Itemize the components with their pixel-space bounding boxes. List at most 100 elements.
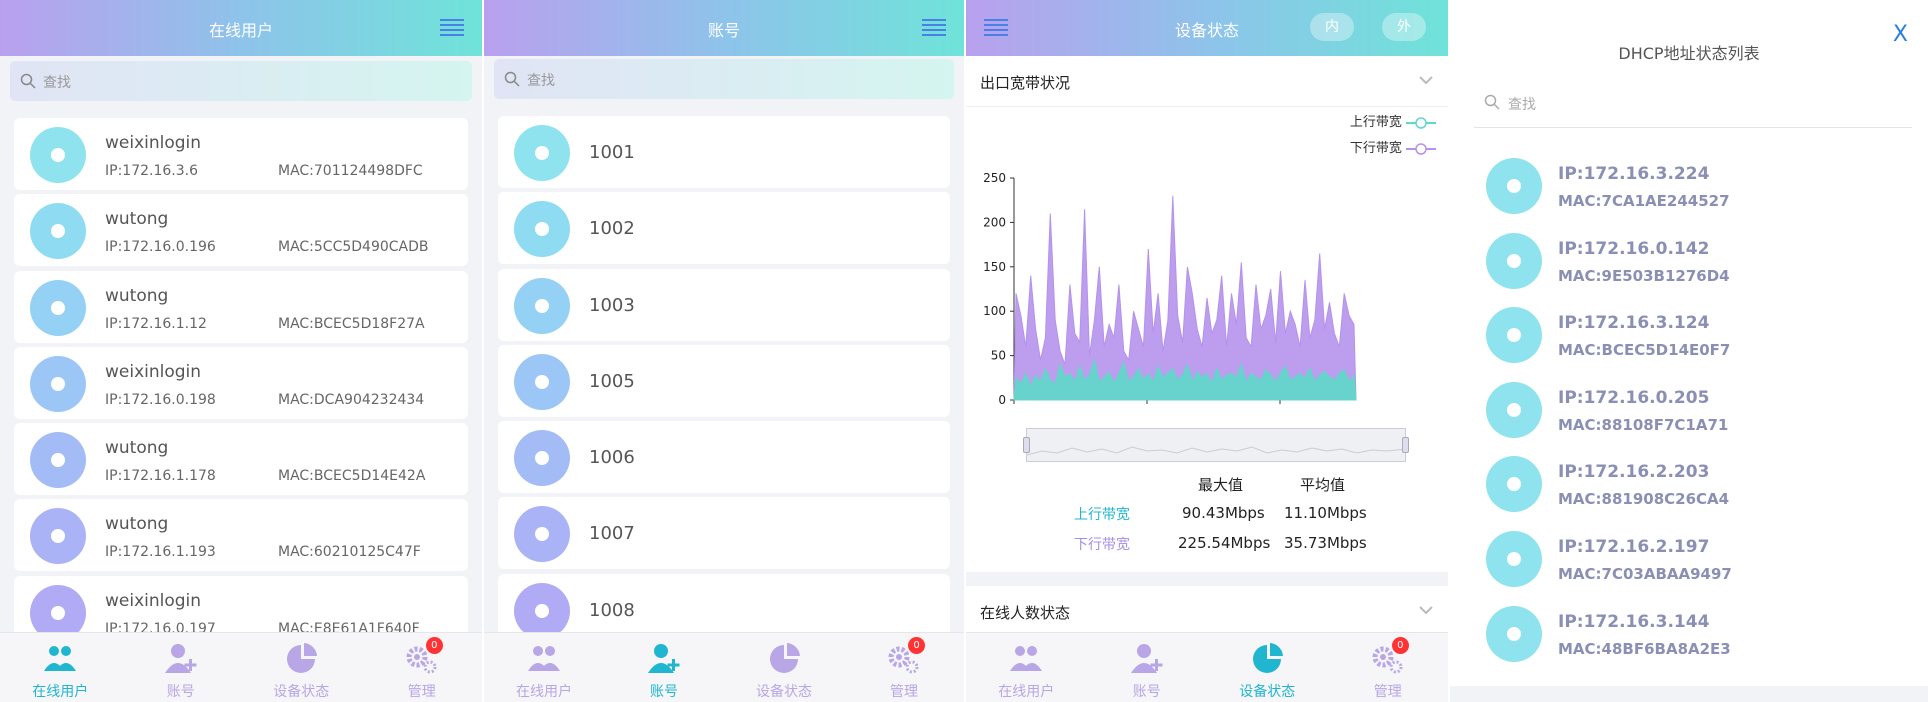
- page-title: 设备状态: [1174, 21, 1239, 40]
- menu-icon[interactable]: [922, 19, 946, 37]
- section-title: 在线人数状态: [980, 604, 1071, 622]
- accounts-panel: 账号 查找 1001 1002 1003 1005 1006 1007 1008 在线用户 账…: [484, 0, 964, 702]
- tab-label: 在线用户: [516, 684, 572, 700]
- list-item[interactable]: 1007: [498, 497, 950, 570]
- list-item[interactable]: IP:172.16.3.224 MAC:7CA1AE244527: [1486, 158, 1918, 233]
- y-tick-label: 0: [998, 393, 1006, 407]
- users-icon: [526, 641, 562, 677]
- user-mac: MAC:BCEC5D14E42A: [278, 468, 426, 485]
- tab-label: 在线用户: [998, 684, 1055, 700]
- col-max: 最大值: [1198, 476, 1244, 494]
- avatar: [1486, 381, 1542, 438]
- series-up-area: [1013, 358, 1357, 401]
- tab-accounts[interactable]: 账号: [604, 633, 724, 702]
- avatar: [1486, 456, 1542, 513]
- list-item[interactable]: 1001: [498, 116, 950, 188]
- down-avg: 35.73Mbps: [1284, 534, 1367, 552]
- user-name: weixinlogin: [105, 590, 202, 611]
- list-item[interactable]: wutong IP:172.16.1.193 MAC:60210125C47F: [14, 499, 468, 572]
- dhcp-mac: MAC:9E503B1276D4: [1558, 266, 1730, 285]
- chevron-down-icon: [1419, 606, 1433, 615]
- account-id: 1006: [589, 447, 635, 469]
- list-item[interactable]: IP:172.16.3.124 MAC:BCEC5D14E0F7: [1486, 307, 1918, 382]
- bandwidth-section-header[interactable]: 出口宽带状况: [966, 56, 1448, 106]
- list-item[interactable]: 1005: [498, 344, 950, 417]
- tab-manage[interactable]: 0 管理: [362, 633, 483, 702]
- user-name: weixinlogin: [105, 361, 202, 382]
- add-user-icon: [1129, 641, 1165, 677]
- menu-icon[interactable]: [440, 19, 464, 37]
- avatar: [514, 582, 570, 639]
- zoom-slider[interactable]: [1023, 428, 1409, 462]
- tab-bar: 在线用户 账号 设备状态 0 管理: [484, 632, 964, 702]
- tab-device-status[interactable]: 设备状态: [1207, 633, 1328, 702]
- search-placeholder: 查找: [527, 73, 555, 89]
- list-item[interactable]: IP:172.16.2.203 MAC:881908C26CA4: [1486, 456, 1918, 531]
- zoom-handle-right[interactable]: [1402, 437, 1409, 453]
- gears-icon: 0: [404, 637, 443, 677]
- user-name: wutong: [105, 209, 169, 230]
- list-item[interactable]: 1002: [498, 192, 950, 265]
- account-id: 1005: [589, 370, 635, 392]
- avatar: [1486, 232, 1542, 289]
- x-tick-label: 10-07 07:11:04: [1234, 406, 1327, 408]
- dhcp-ip: IP:172.16.0.205: [1558, 387, 1710, 408]
- zoom-handle-left[interactable]: [1023, 437, 1030, 453]
- account-id: 1003: [589, 294, 635, 316]
- tab-online-users[interactable]: 在线用户: [484, 633, 604, 702]
- dhcp-search-input[interactable]: 查找: [1474, 88, 1912, 128]
- list-item[interactable]: wutong IP:172.16.1.178 MAC:BCEC5D14E42A: [14, 423, 468, 496]
- list-item[interactable]: IP:172.16.0.142 MAC:9E503B1276D4: [1486, 232, 1918, 308]
- series-down-area: [1013, 195, 1357, 401]
- list-item[interactable]: weixinlogin IP:172.16.3.6 MAC:701124498DFC: [14, 118, 468, 190]
- avatar: [30, 127, 86, 183]
- avatar: [514, 506, 570, 563]
- user-ip: IP:172.16.0.198: [105, 391, 216, 408]
- menu-icon[interactable]: [984, 19, 1008, 37]
- list-item[interactable]: 1006: [498, 421, 950, 494]
- list-item[interactable]: weixinlogin IP:172.16.0.198 MAC:DCA9042324…: [14, 346, 468, 419]
- search-input[interactable]: 查找: [494, 59, 954, 99]
- tab-online-users[interactable]: 在线用户: [0, 633, 121, 702]
- list-item[interactable]: wutong IP:172.16.1.12 MAC:BCEC5D18F27A: [14, 270, 468, 343]
- search-input[interactable]: 查找: [10, 61, 472, 101]
- search-icon: [504, 71, 520, 87]
- x-tick-label: 09-01 00:03:57: [968, 406, 1061, 408]
- user-mac: MAC:701124498DFC: [278, 163, 423, 179]
- list-item[interactable]: IP:172.16.3.144 MAC:48BF6BA8A2E3: [1486, 605, 1918, 681]
- user-list: weixinlogin IP:172.16.3.6 MAC:701124498DFC…: [14, 118, 468, 652]
- account-id: 1008: [589, 599, 635, 621]
- avatar: [30, 203, 86, 260]
- tab-label: 设备状态: [756, 684, 812, 700]
- chevron-down-icon: [1419, 76, 1433, 85]
- inner-button[interactable]: 内: [1310, 13, 1354, 41]
- dhcp-panel: DHCP地址状态列表 X 查找 IP:172.16.3.224 MAC:7CA1A…: [1450, 0, 1928, 702]
- tab-label: 账号: [650, 684, 678, 700]
- zoom-slider-preview: [1026, 446, 1408, 456]
- tab-manage[interactable]: 0 管理: [844, 633, 964, 702]
- dhcp-ip: IP:172.16.2.197: [1558, 536, 1710, 557]
- list-item[interactable]: IP:172.16.2.197 MAC:7C03ABAA9497: [1486, 530, 1918, 606]
- list-item[interactable]: 1003: [498, 268, 950, 341]
- online-count-section-header[interactable]: 在线人数状态: [966, 586, 1448, 636]
- tab-accounts[interactable]: 账号: [1087, 633, 1208, 702]
- avatar: [30, 508, 86, 565]
- tab-accounts[interactable]: 账号: [121, 633, 242, 702]
- tab-manage[interactable]: 0 管理: [1328, 633, 1449, 702]
- tab-label: 设备状态: [1239, 684, 1296, 700]
- legend-item-up[interactable]: 上行带宽: [1350, 110, 1436, 136]
- close-button[interactable]: X: [1892, 22, 1908, 47]
- legend-item-down[interactable]: 下行带宽: [1350, 136, 1436, 162]
- tab-online-users[interactable]: 在线用户: [966, 633, 1087, 702]
- tab-device-status[interactable]: 设备状态: [241, 633, 362, 702]
- account-list: 1001 1002 1003 1005 1006 1007 1008: [498, 116, 950, 650]
- page-title: 账号: [707, 21, 740, 40]
- list-item[interactable]: IP:172.16.0.205 MAC:88108F7C1A71: [1486, 381, 1918, 457]
- avatar: [30, 432, 86, 489]
- outer-button[interactable]: 外: [1382, 13, 1426, 41]
- notification-badge: 0: [425, 637, 443, 654]
- tab-device-status[interactable]: 设备状态: [724, 633, 844, 702]
- avatar: [1486, 530, 1542, 587]
- down-max: 225.54Mbps: [1178, 534, 1271, 552]
- list-item[interactable]: wutong IP:172.16.0.196 MAC:5CC5D490CADB: [14, 194, 468, 267]
